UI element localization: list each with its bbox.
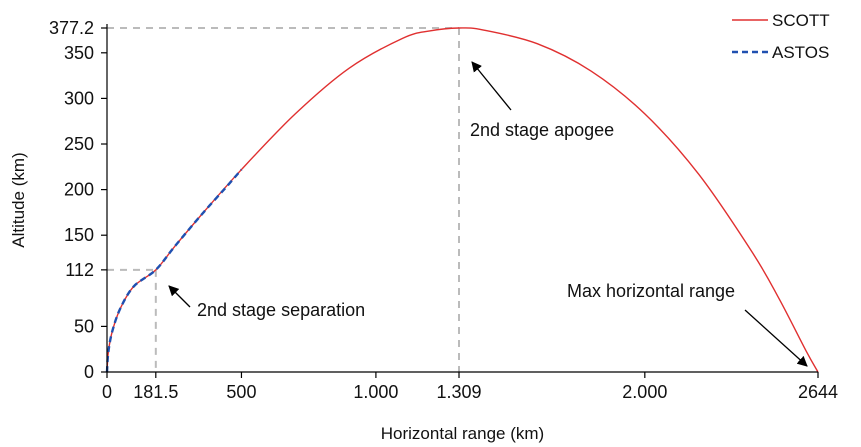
annotation-arrow (168, 285, 191, 308)
series-line-scott (106, 27, 819, 373)
x-tick-label: 2.000 (622, 382, 667, 402)
annotation-label: Max horizontal range (567, 281, 735, 301)
x-tick-label: 500 (226, 382, 256, 402)
x-tick-label: 1.000 (353, 382, 398, 402)
x-axis-title: Horizontal range (km) (381, 424, 544, 443)
y-tick-label: 112 (65, 260, 94, 280)
annotation-label: 2nd stage separation (197, 300, 365, 320)
series-lines (105, 27, 819, 373)
y-tick-label: 50 (74, 316, 94, 336)
x-ticks: 0 181.5 500 1.000 1.309 2.000 2644 (102, 372, 838, 402)
y-ticks: 0 50 112 150 200 250 300 350 377.2 (49, 18, 107, 382)
y-axis-title: Altitude (km) (9, 152, 28, 247)
guide-lines (107, 27, 461, 372)
legend-label-astos: ASTOS (772, 43, 829, 62)
legend-label-scott: SCOTT (772, 11, 830, 30)
y-tick-label: 0 (84, 362, 94, 382)
y-tick-label: 300 (64, 88, 94, 108)
x-tick-label: 0 (102, 382, 112, 402)
y-tick-label: 150 (64, 225, 94, 245)
legend: SCOTT ASTOS (732, 11, 830, 62)
x-tick-label: 1.309 (436, 382, 481, 402)
y-tick-label: 377.2 (49, 18, 94, 38)
series-line-astos (105, 168, 243, 373)
annotation-arrow (471, 61, 512, 111)
y-tick-label: 350 (64, 43, 94, 63)
annotation-label: 2nd stage apogee (470, 120, 614, 140)
x-tick-label: 2644 (798, 382, 838, 402)
y-tick-label: 200 (64, 180, 94, 200)
annotation-arrow (744, 309, 808, 367)
axes (106, 24, 818, 373)
y-tick-label: 250 (64, 134, 94, 154)
annotations: 2nd stage separation 2nd stage apogee Max … (168, 61, 808, 367)
x-tick-label: 181.5 (133, 382, 178, 402)
